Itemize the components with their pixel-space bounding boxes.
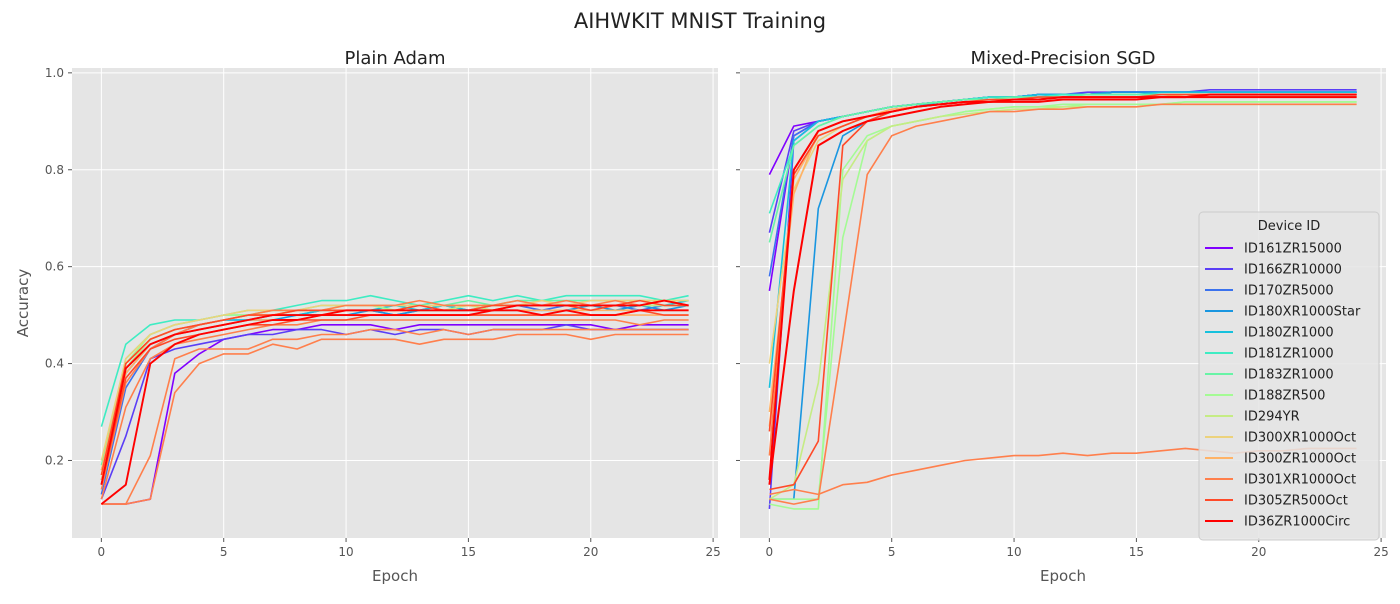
- x-tick-label: 0: [766, 545, 774, 559]
- legend-entry-label: ID180XR1000Star: [1244, 305, 1361, 320]
- x-tick-label: 15: [1129, 545, 1144, 559]
- figure-title: AIHWKIT MNIST Training: [574, 9, 826, 33]
- legend-entry-label: ID181ZR1000: [1244, 347, 1334, 362]
- y-tick-label: 0.4: [45, 357, 64, 371]
- x-tick-label: 15: [461, 545, 476, 559]
- x-tick-label: 5: [220, 545, 228, 559]
- series-line-11: [769, 101, 1357, 510]
- legend-entry-label: ID183ZR1000: [1244, 368, 1334, 383]
- x-tick-label: 5: [888, 545, 896, 559]
- y-tick-label: 0.8: [45, 163, 64, 177]
- legend-entry-label: ID180ZR1000: [1244, 326, 1334, 341]
- legend-entry-label: ID36ZR1000Circ: [1244, 515, 1350, 530]
- x-tick-label: 10: [338, 545, 353, 559]
- legend-entry-label: ID170ZR5000: [1244, 284, 1334, 299]
- legend-entry-label: ID300XR1000Oct: [1244, 431, 1356, 446]
- x-tick-label: 20: [583, 545, 598, 559]
- series-line-20: [100, 299, 689, 485]
- legend-entry-label: ID305ZR500Oct: [1244, 494, 1348, 509]
- legend-entry-label: ID300ZR1000Oct: [1244, 452, 1356, 467]
- series-line-14: [101, 328, 689, 505]
- series-group: [768, 89, 1357, 510]
- x-tick-label: 25: [1373, 545, 1388, 559]
- series-line-15: [100, 319, 689, 500]
- series-line-19: [100, 309, 689, 505]
- series-group: [100, 294, 689, 505]
- x-axis-label: Epoch: [1040, 567, 1086, 585]
- x-tick-label: 0: [98, 545, 106, 559]
- plot-area: [72, 68, 718, 538]
- legend-entry-label: ID161ZR15000: [1244, 242, 1342, 257]
- y-tick-label: 1.0: [45, 66, 64, 80]
- panel-title-mixed-precision-sgd: Mixed-Precision SGD: [971, 48, 1156, 69]
- x-tick-label: 25: [705, 545, 720, 559]
- legend: Device ID ID161ZR15000 ID166ZR10000 ID170ZR…: [1198, 211, 1380, 541]
- y-axis-label: Accuracy: [14, 269, 32, 338]
- x-tick-label: 10: [1006, 545, 1021, 559]
- x-axis-label: Epoch: [372, 567, 418, 585]
- x-tick-label: 20: [1251, 545, 1266, 559]
- panel-title-plain-adam: Plain Adam: [344, 48, 445, 69]
- legend-entry-label: ID301XR1000Oct: [1244, 473, 1356, 488]
- series-line-13: [101, 333, 689, 505]
- y-tick-label: 0.6: [45, 260, 64, 274]
- series-line-21: [768, 96, 1357, 485]
- legend-box: [1198, 211, 1380, 541]
- series-line-17: [769, 103, 1357, 505]
- legend-entry-label: ID188ZR500: [1244, 389, 1325, 404]
- y-tick-label: 0.2: [45, 453, 64, 467]
- legend-entry-label: ID294YR: [1244, 410, 1300, 425]
- legend-title: Device ID: [1258, 219, 1320, 234]
- series-line-22: [768, 93, 1357, 480]
- panel-plain-adam: 0 5 10 15 20 25 0.2 0.4 0.6 0.8 1.0 Plain Adam Epoch…: [14, 48, 721, 585]
- legend-entry-label: ID166ZR10000: [1244, 263, 1342, 278]
